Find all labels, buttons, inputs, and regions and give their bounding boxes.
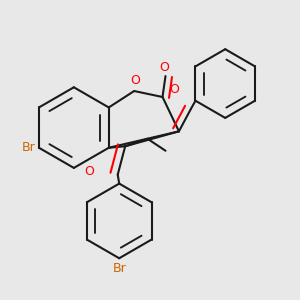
Text: O: O <box>130 74 140 87</box>
Text: O: O <box>159 61 169 74</box>
Text: O: O <box>85 165 94 178</box>
Text: Br: Br <box>112 262 126 275</box>
Text: Br: Br <box>22 141 35 154</box>
Text: O: O <box>169 83 179 96</box>
